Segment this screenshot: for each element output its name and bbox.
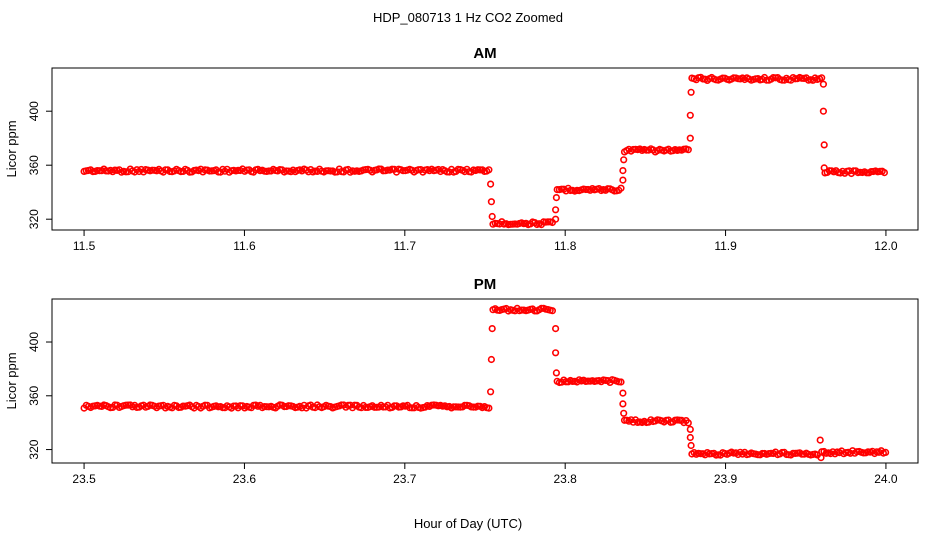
data-point xyxy=(487,198,496,206)
x-tick-label: 11.6 xyxy=(233,239,256,253)
x-tick-label: 23.6 xyxy=(233,472,257,486)
panel-title: AM xyxy=(473,45,496,62)
x-axis: 11.5 11.6 11.7 11.8 11.9 12.0 xyxy=(73,230,898,253)
data-point xyxy=(620,409,628,417)
data-point xyxy=(551,349,560,357)
data-points xyxy=(80,73,889,229)
data-point xyxy=(551,325,560,333)
x-tick-label: 11.8 xyxy=(554,239,577,253)
data-point xyxy=(819,107,828,115)
x-tick-label: 23.9 xyxy=(714,472,738,486)
data-point xyxy=(488,212,496,221)
data-point xyxy=(687,88,695,96)
x-tick-label: 24.0 xyxy=(874,472,898,486)
data-point xyxy=(487,180,495,188)
data-point xyxy=(820,164,828,172)
data-point xyxy=(687,441,695,450)
data-point xyxy=(817,454,825,462)
data-point xyxy=(485,404,493,412)
data-points xyxy=(80,304,890,462)
data-point xyxy=(684,419,692,427)
x-axis: 23.5 23.6 23.7 23.8 23.9 24.0 xyxy=(72,463,898,486)
y-axis-label: Licor ppm xyxy=(4,120,19,177)
y-tick-label: 360 xyxy=(27,155,41,175)
y-axis: 320 360 400 xyxy=(27,332,52,460)
x-tick-label: 11.7 xyxy=(394,239,417,253)
data-point xyxy=(820,141,828,149)
x-tick-label: 23.8 xyxy=(554,472,578,486)
data-point xyxy=(551,215,560,223)
x-tick-label: 23.7 xyxy=(393,472,417,486)
data-point xyxy=(620,156,628,164)
data-point xyxy=(488,325,496,333)
data-point xyxy=(617,378,625,386)
data-point xyxy=(816,436,824,444)
data-point xyxy=(686,134,694,142)
panel-am: AM Licor ppm 11.5 11.6 11.7 11.8 11.9 12.0 320 36… xyxy=(4,45,919,253)
data-point xyxy=(619,400,627,408)
x-tick-label: 12.0 xyxy=(874,239,898,253)
data-point xyxy=(686,111,694,119)
y-tick-label: 360 xyxy=(27,385,41,405)
data-point xyxy=(686,433,694,442)
y-tick-label: 400 xyxy=(27,332,41,352)
data-point xyxy=(617,184,625,192)
data-point xyxy=(686,425,694,434)
panel-pm: PM Licor ppm 23.5 23.6 23.7 23.8 23.9 24.0 320 36… xyxy=(4,276,919,486)
data-point xyxy=(552,194,561,202)
y-axis-label: Licor ppm xyxy=(4,352,19,409)
plot-panels: AM Licor ppm 11.5 11.6 11.7 11.8 11.9 12.0 320 36… xyxy=(4,45,919,486)
data-point xyxy=(619,167,627,175)
x-axis-label: Hour of Day (UTC) xyxy=(414,516,522,531)
data-point xyxy=(551,206,560,214)
data-point xyxy=(819,80,828,88)
data-point xyxy=(881,448,890,457)
data-point xyxy=(619,389,627,397)
data-point xyxy=(487,388,495,396)
data-point xyxy=(487,355,496,364)
y-axis: 320 360 400 xyxy=(27,101,52,229)
x-tick-label: 11.9 xyxy=(714,239,737,253)
data-point xyxy=(619,176,627,184)
data-point xyxy=(548,307,557,315)
plot-frame xyxy=(51,67,919,231)
data-point xyxy=(818,74,826,82)
panel-title: PM xyxy=(474,276,497,293)
y-tick-label: 320 xyxy=(27,209,41,229)
x-tick-label: 11.5 xyxy=(73,239,96,253)
plot-frame xyxy=(51,298,919,464)
y-tick-label: 400 xyxy=(27,101,41,121)
data-point xyxy=(684,146,692,154)
data-point xyxy=(485,166,493,174)
data-point xyxy=(552,369,561,377)
x-tick-label: 23.5 xyxy=(72,472,96,486)
y-tick-label: 320 xyxy=(27,439,41,459)
figure-title: HDP_080713 1 Hz CO2 Zoomed xyxy=(373,10,563,25)
data-point xyxy=(880,169,889,177)
